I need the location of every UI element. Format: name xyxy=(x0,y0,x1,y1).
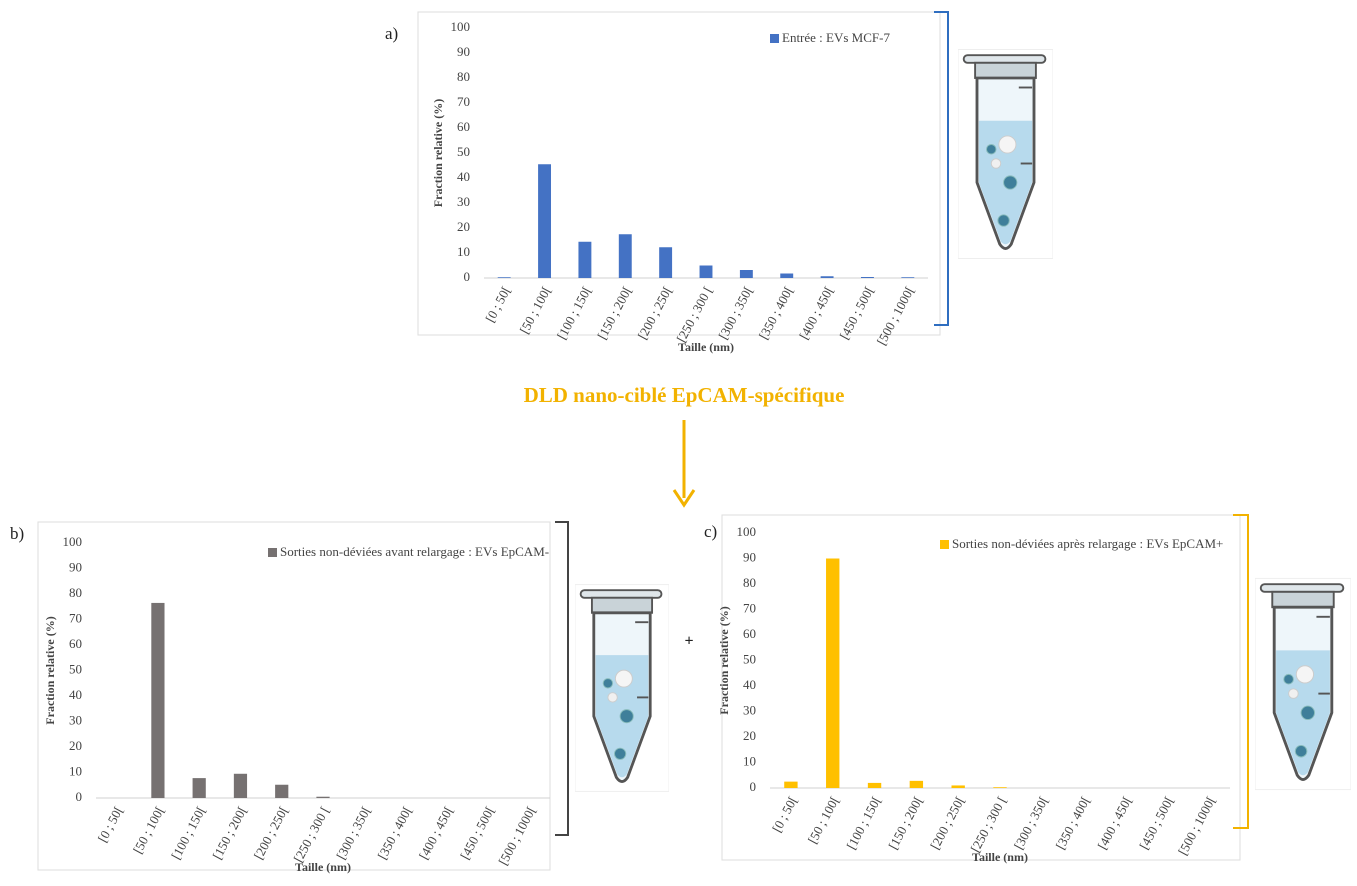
panel-label: c) xyxy=(704,522,717,541)
bar xyxy=(993,787,1007,788)
chart-frame xyxy=(721,514,1241,861)
bracket xyxy=(555,521,569,836)
bar xyxy=(951,785,965,788)
y-tick-label: 80 xyxy=(457,69,470,84)
bar xyxy=(784,781,798,788)
x-axis-label: Taille (nm) xyxy=(678,340,734,354)
y-tick-label: 10 xyxy=(69,763,82,778)
y-tick-label: 0 xyxy=(464,269,471,284)
bar xyxy=(826,558,840,788)
bar xyxy=(578,241,592,278)
y-tick-label: 30 xyxy=(69,712,82,727)
y-tick-label: 80 xyxy=(743,575,756,590)
bar xyxy=(538,164,552,278)
tube-icon xyxy=(575,583,669,793)
bar xyxy=(151,602,165,798)
bar xyxy=(699,265,713,278)
chart-frame xyxy=(37,521,551,871)
bar xyxy=(497,277,511,278)
y-tick-label: 90 xyxy=(743,549,756,564)
y-tick-label: 90 xyxy=(457,44,470,59)
arrow-head xyxy=(672,489,696,508)
tube-icon xyxy=(1255,576,1351,792)
panel-label: b) xyxy=(10,524,24,543)
legend-label: Entrée : EVs MCF-7 xyxy=(782,30,890,45)
bar xyxy=(739,270,753,278)
x-axis-label: Taille (nm) xyxy=(972,850,1028,864)
y-tick-label: 60 xyxy=(69,636,82,651)
y-axis-label: Fraction relative (%) xyxy=(717,606,731,714)
bracket xyxy=(1233,514,1249,829)
x-axis-label: Taille (nm) xyxy=(295,860,351,874)
bar xyxy=(901,277,915,278)
y-tick-label: 0 xyxy=(750,779,757,794)
bar xyxy=(192,778,206,798)
bar xyxy=(659,247,673,278)
y-tick-label: 60 xyxy=(457,119,470,134)
panel-label: a) xyxy=(385,24,398,43)
legend: Sorties non-déviées après relargage : EV… xyxy=(952,536,1224,551)
bar xyxy=(275,784,289,798)
legend-swatch xyxy=(770,34,779,43)
y-tick-label: 20 xyxy=(69,738,82,753)
y-tick-label: 10 xyxy=(743,753,756,768)
bar xyxy=(820,276,834,278)
y-tick-label: 10 xyxy=(457,244,470,259)
y-tick-label: 20 xyxy=(457,219,470,234)
y-tick-label: 30 xyxy=(743,702,756,717)
y-axis-label: Fraction relative (%) xyxy=(431,99,445,207)
legend-label: Sorties non-déviées après relargage : EV… xyxy=(952,536,1224,551)
y-tick-label: 50 xyxy=(457,144,470,159)
bar xyxy=(316,796,330,798)
y-tick-label: 70 xyxy=(457,94,470,109)
y-tick-label: 70 xyxy=(743,600,756,615)
y-tick-label: 100 xyxy=(737,524,757,539)
y-tick-label: 0 xyxy=(76,789,83,804)
y-tick-label: 50 xyxy=(69,661,82,676)
bracket xyxy=(934,11,949,326)
legend-swatch xyxy=(268,548,277,557)
caption: DLD nano-ciblé EpCAM-spécifique xyxy=(524,383,845,407)
bar xyxy=(618,234,632,278)
legend: Entrée : EVs MCF-7 xyxy=(782,30,890,45)
bar xyxy=(867,782,882,788)
y-tick-label: 40 xyxy=(69,687,82,702)
legend-label: Sorties non-déviées avant relargage : EV… xyxy=(280,544,550,559)
y-tick-label: 100 xyxy=(63,534,83,549)
bar xyxy=(233,773,248,798)
y-tick-label: 80 xyxy=(69,585,82,600)
y-tick-label: 70 xyxy=(69,610,82,625)
bar xyxy=(860,277,874,278)
y-tick-label: 40 xyxy=(743,677,756,692)
y-tick-label: 60 xyxy=(743,626,756,641)
y-tick-label: 50 xyxy=(743,651,756,666)
y-tick-label: 90 xyxy=(69,559,82,574)
y-tick-label: 30 xyxy=(457,194,470,209)
plus: + xyxy=(684,633,693,650)
y-tick-label: 20 xyxy=(743,728,756,743)
y-axis-label: Fraction relative (%) xyxy=(43,616,57,724)
legend-swatch xyxy=(940,540,949,549)
bar xyxy=(780,273,794,278)
y-tick-label: 100 xyxy=(451,19,471,34)
bar xyxy=(909,780,924,788)
legend: Sorties non-déviées avant relargage : EV… xyxy=(280,544,550,559)
tube-icon xyxy=(958,48,1053,260)
y-tick-label: 40 xyxy=(457,169,470,184)
chart-frame xyxy=(417,11,941,336)
